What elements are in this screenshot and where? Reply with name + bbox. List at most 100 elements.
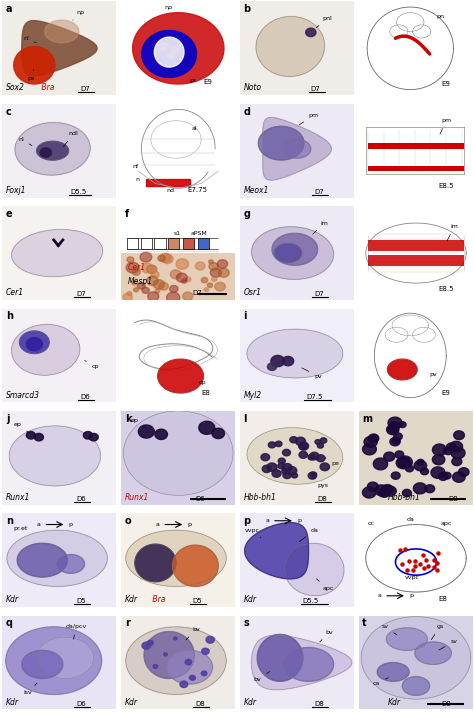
Text: pnl: pnl	[316, 16, 332, 28]
Polygon shape	[207, 283, 213, 287]
Text: t: t	[362, 618, 367, 628]
Polygon shape	[15, 123, 90, 175]
Polygon shape	[396, 457, 410, 468]
Polygon shape	[452, 458, 462, 466]
Text: a: a	[155, 522, 159, 527]
Polygon shape	[138, 425, 155, 438]
Polygon shape	[394, 433, 402, 440]
Polygon shape	[27, 338, 42, 351]
Polygon shape	[153, 279, 164, 289]
Text: bv: bv	[186, 627, 200, 640]
Polygon shape	[415, 642, 451, 665]
Polygon shape	[141, 263, 153, 273]
Polygon shape	[142, 287, 149, 293]
Polygon shape	[306, 28, 316, 36]
Polygon shape	[283, 140, 311, 158]
Polygon shape	[402, 677, 430, 695]
Polygon shape	[388, 417, 402, 429]
Polygon shape	[392, 472, 400, 479]
Text: s1: s1	[173, 231, 181, 236]
Text: pe: pe	[325, 457, 339, 466]
Polygon shape	[310, 452, 319, 460]
Polygon shape	[282, 468, 288, 474]
Polygon shape	[283, 449, 291, 456]
Polygon shape	[267, 363, 277, 371]
Polygon shape	[366, 525, 466, 592]
Polygon shape	[144, 632, 194, 679]
Polygon shape	[36, 637, 94, 679]
Text: l: l	[244, 414, 247, 424]
Polygon shape	[275, 441, 282, 446]
Polygon shape	[34, 434, 44, 441]
Polygon shape	[142, 642, 151, 650]
Polygon shape	[210, 268, 221, 277]
Polygon shape	[405, 465, 413, 472]
Text: E9: E9	[441, 390, 450, 396]
Polygon shape	[45, 20, 79, 43]
Text: Runx1: Runx1	[125, 493, 149, 502]
Text: D8: D8	[441, 701, 451, 707]
Text: vvpc: vvpc	[405, 575, 419, 580]
Polygon shape	[211, 277, 217, 282]
Polygon shape	[135, 544, 176, 582]
Text: a: a	[265, 518, 269, 523]
Text: sv: sv	[439, 640, 457, 650]
Text: a: a	[36, 522, 40, 527]
Polygon shape	[164, 653, 167, 656]
Polygon shape	[398, 456, 412, 468]
Text: f: f	[125, 209, 129, 219]
Polygon shape	[201, 671, 207, 676]
Polygon shape	[201, 648, 209, 655]
Text: s: s	[244, 618, 249, 628]
Text: nl: nl	[23, 36, 36, 43]
Text: nl: nl	[18, 137, 32, 145]
Polygon shape	[299, 451, 308, 458]
Polygon shape	[9, 426, 100, 486]
Polygon shape	[83, 431, 92, 439]
Polygon shape	[364, 436, 377, 447]
Text: E8: E8	[201, 390, 210, 396]
Text: n: n	[135, 177, 139, 182]
Polygon shape	[126, 530, 226, 586]
Text: D5.5: D5.5	[303, 598, 319, 604]
Polygon shape	[160, 253, 171, 262]
Polygon shape	[209, 262, 219, 270]
Polygon shape	[6, 627, 101, 694]
Polygon shape	[147, 276, 158, 285]
Polygon shape	[155, 37, 184, 67]
Polygon shape	[191, 677, 195, 680]
Polygon shape	[384, 452, 395, 461]
Polygon shape	[155, 429, 167, 439]
Polygon shape	[158, 255, 165, 262]
Text: cp: cp	[85, 361, 99, 369]
Text: a: a	[377, 593, 381, 598]
Polygon shape	[317, 443, 323, 448]
Polygon shape	[212, 429, 225, 438]
Polygon shape	[431, 467, 445, 478]
Polygon shape	[290, 436, 297, 443]
Polygon shape	[195, 262, 205, 270]
Polygon shape	[454, 431, 465, 440]
Text: ps: ps	[27, 70, 35, 81]
Polygon shape	[146, 265, 157, 273]
Polygon shape	[173, 637, 177, 640]
Polygon shape	[11, 324, 80, 375]
Text: D8: D8	[448, 496, 458, 502]
Polygon shape	[261, 453, 270, 461]
Polygon shape	[155, 289, 160, 293]
Polygon shape	[132, 281, 137, 285]
Text: Osr1: Osr1	[244, 288, 262, 297]
Polygon shape	[417, 459, 424, 465]
Polygon shape	[283, 472, 291, 478]
Text: i: i	[244, 312, 247, 322]
Polygon shape	[386, 628, 428, 650]
Polygon shape	[380, 490, 390, 497]
Text: Hbb-bh1: Hbb-bh1	[244, 493, 276, 502]
Polygon shape	[284, 543, 344, 596]
Polygon shape	[245, 523, 309, 579]
Polygon shape	[148, 292, 159, 301]
Polygon shape	[146, 179, 190, 186]
Text: D7: D7	[314, 291, 324, 297]
Polygon shape	[190, 675, 195, 680]
Text: D7: D7	[192, 290, 202, 296]
